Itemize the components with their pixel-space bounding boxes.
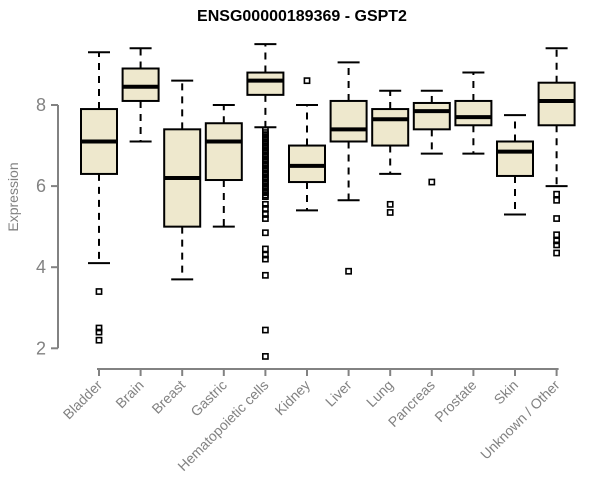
outlier-unknown-other xyxy=(553,249,560,257)
outlier-hematopoietic-cells xyxy=(261,193,269,201)
outlier-liver xyxy=(345,267,352,275)
x-category-label-liver: Liver xyxy=(322,377,355,410)
outlier-unknown-other xyxy=(553,241,560,249)
outlier-kidney xyxy=(303,77,311,85)
chart-title: ENSG00000189369 - GSPT2 xyxy=(197,8,407,25)
outlier-hematopoietic-cells xyxy=(261,326,269,334)
outlier-hematopoietic-cells xyxy=(261,205,269,212)
outlier-hematopoietic-cells xyxy=(261,229,269,237)
y-tick-label: 2 xyxy=(36,338,46,358)
y-axis-label: Expression xyxy=(5,162,21,232)
box-unknown-other xyxy=(537,81,576,127)
x-category-label-brain: Brain xyxy=(112,377,146,411)
box-liver xyxy=(329,99,368,143)
box-pancreas xyxy=(412,101,451,131)
outlier-hematopoietic-cells xyxy=(261,251,269,259)
box-brain xyxy=(121,67,160,102)
box-lung xyxy=(371,108,410,147)
outlier-unknown-other xyxy=(553,190,560,198)
box-hematopoietic-cells xyxy=(246,71,285,96)
x-category-label-skin: Skin xyxy=(491,377,522,408)
box-kidney xyxy=(288,144,326,184)
outlier-hematopoietic-cells xyxy=(261,245,269,253)
outlier-unknown-other xyxy=(553,196,560,204)
outlier-bladder xyxy=(95,336,103,344)
outlier-pancreas xyxy=(428,178,436,186)
x-category-label-prostate: Prostate xyxy=(431,377,479,425)
outlier-hematopoietic-cells xyxy=(261,255,269,263)
outlier-hematopoietic-cells xyxy=(261,200,269,208)
x-category-label-breast: Breast xyxy=(148,377,188,417)
y-tick-label: 4 xyxy=(36,257,46,277)
outlier-hematopoietic-cells xyxy=(261,215,269,222)
outlier-lung xyxy=(386,209,394,216)
outlier-unknown-other xyxy=(553,215,560,222)
box-skin xyxy=(496,140,534,177)
x-category-label-lung: Lung xyxy=(363,377,396,410)
x-category-label-kidney: Kidney xyxy=(272,377,314,419)
y-tick-label: 6 xyxy=(36,176,46,196)
box-gastric xyxy=(204,122,243,182)
outlier-unknown-other xyxy=(553,237,560,245)
x-category-label-bladder: Bladder xyxy=(60,377,106,423)
outlier-unknown-other xyxy=(553,231,560,239)
y-tick-label: 8 xyxy=(36,95,46,115)
x-category-label-unknown-other: Unknown / Other xyxy=(477,377,563,463)
outlier-bladder xyxy=(95,324,103,332)
outlier-bladder xyxy=(95,288,103,295)
outlier-bladder xyxy=(95,328,103,336)
outlier-lung xyxy=(386,200,394,208)
outlier-hematopoietic-cells xyxy=(261,271,269,279)
box-prostate xyxy=(454,99,493,127)
outlier-hematopoietic-cells xyxy=(261,211,269,218)
outlier-hematopoietic-cells xyxy=(261,353,269,360)
